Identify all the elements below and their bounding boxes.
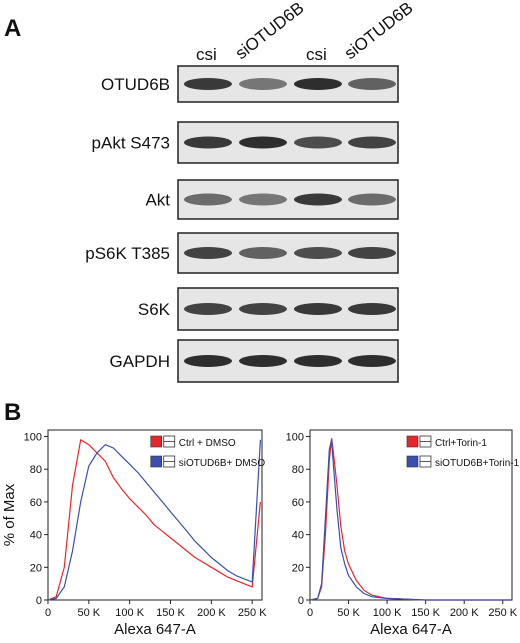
blot-band: [239, 193, 287, 206]
blot-band: [239, 355, 287, 367]
row-label: pS6K T385: [85, 244, 170, 263]
histogram-line: [309, 439, 511, 601]
lane-label: csi: [196, 45, 217, 64]
histogram-line: [47, 439, 261, 601]
blot-band: [239, 303, 287, 315]
row-label: GAPDH: [110, 352, 170, 371]
blot-band: [348, 78, 396, 90]
y-tick-label: 0: [36, 595, 42, 607]
row-label: pAkt S473: [92, 134, 170, 153]
x-tick-label: 0: [45, 607, 51, 619]
x-tick-label: 150 K: [156, 607, 185, 619]
y-tick-label: 80: [30, 464, 42, 476]
blot-band: [348, 247, 396, 259]
plot-frame: [309, 429, 513, 601]
blot-band: [294, 355, 342, 367]
blot-band: [294, 136, 342, 149]
plot-frame: [47, 429, 263, 601]
x-tick-label: 0: [307, 607, 313, 619]
y-tick-label: 20: [30, 562, 42, 574]
legend-swatch: [150, 455, 163, 468]
legend-label: Ctrl + DMSO: [179, 438, 236, 449]
row-label: OTUD6B: [101, 75, 170, 94]
blot-band: [239, 136, 287, 149]
x-tick-label: 200 K: [450, 607, 479, 619]
legend-label: siOTUD6B+ DMSO: [179, 458, 266, 469]
y-tick-label: 80: [292, 464, 304, 476]
legend-swatch: [406, 455, 419, 468]
lane-label: siOTUD6B: [232, 0, 308, 63]
x-tick-label: 100 K: [115, 607, 144, 619]
y-tick-label: 0: [298, 595, 304, 607]
lane-label: csi: [306, 45, 327, 64]
x-axis-label: Alexa 647-A: [114, 621, 196, 638]
blot-band: [184, 136, 232, 149]
panel-label: A: [4, 15, 21, 42]
y-tick-label: 100: [286, 432, 304, 444]
blot-band: [239, 78, 287, 90]
y-tick-label: 60: [292, 497, 304, 509]
blot-band: [348, 136, 396, 149]
blot-band: [184, 355, 232, 367]
x-tick-label: 200 K: [197, 607, 226, 619]
y-axis-label: % of Max: [1, 483, 18, 546]
x-axis-label: Alexa 647-A: [370, 621, 452, 638]
row-label: S6K: [138, 300, 171, 319]
row-label: Akt: [145, 191, 170, 210]
lane-label: siOTUD6B: [341, 0, 417, 63]
legend-label: Ctrl+Torin-1: [435, 438, 487, 449]
blot-band: [184, 193, 232, 206]
y-tick-label: 100: [24, 432, 42, 444]
x-tick-label: 50 K: [337, 607, 360, 619]
legend-swatch: [150, 435, 163, 448]
blot-band: [348, 193, 396, 206]
y-tick-label: 40: [30, 530, 42, 542]
y-tick-label: 40: [292, 530, 304, 542]
legend-label: siOTUD6B+Torin-1: [435, 458, 520, 469]
blot-band: [294, 193, 342, 206]
blot-band: [294, 303, 342, 315]
x-tick-label: 250 K: [238, 607, 267, 619]
blot-band: [348, 303, 396, 315]
x-tick-label: 250 K: [488, 607, 517, 619]
blot-band: [294, 247, 342, 259]
x-tick-label: 100 K: [373, 607, 402, 619]
blot-band: [184, 78, 232, 90]
x-tick-label: 50 K: [78, 607, 101, 619]
y-tick-label: 60: [30, 497, 42, 509]
y-tick-label: 20: [292, 562, 304, 574]
legend-swatch: [406, 435, 419, 448]
blot-band: [348, 355, 396, 367]
blot-band: [184, 247, 232, 259]
histogram-line: [47, 438, 261, 601]
blot-band: [239, 247, 287, 259]
panel-label: B: [4, 399, 21, 426]
blot-band: [294, 78, 342, 90]
blot-band: [184, 303, 232, 315]
x-tick-label: 150 K: [411, 607, 440, 619]
